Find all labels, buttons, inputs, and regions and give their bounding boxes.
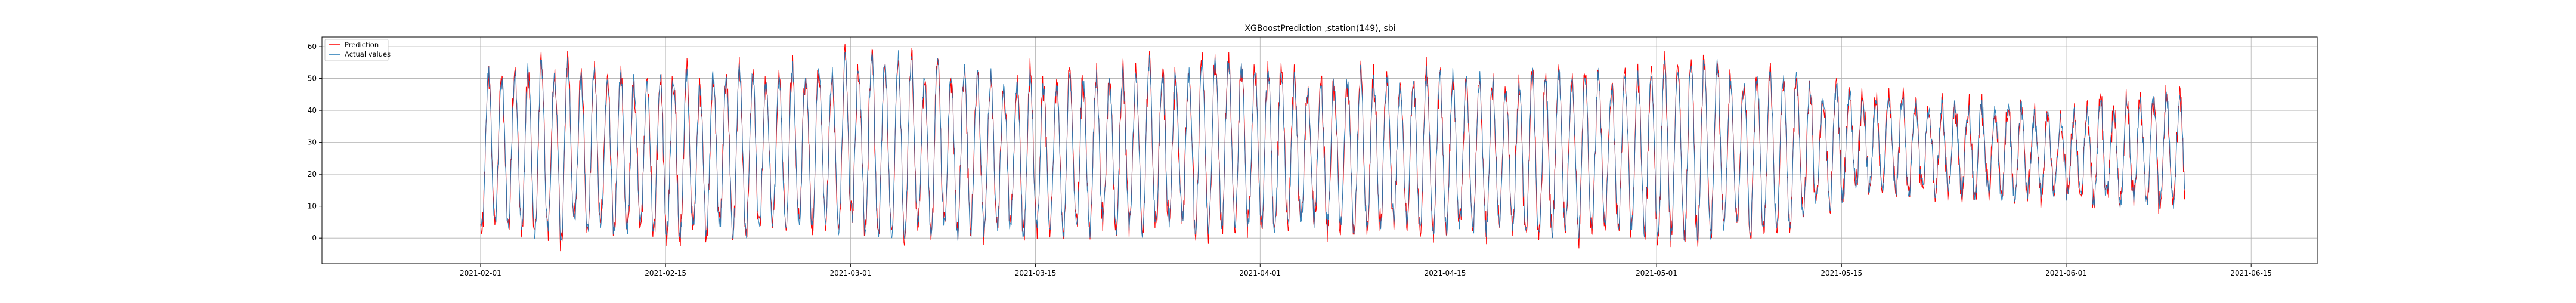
y-tick-label: 60: [308, 42, 317, 51]
y-tick-label: 50: [308, 75, 317, 83]
axes: 2021-02-01 2021-02-15 2021-03-01 2021-03-15…: [308, 42, 2272, 277]
y-tick-label: 30: [308, 138, 317, 147]
legend-label-actual: Actual values: [345, 50, 391, 58]
x-tick-label: 2021-06-01: [2045, 269, 2087, 277]
chart-title: XGBoostPrediction ,station(149), sbi: [1244, 24, 1395, 33]
series-line-actual: [480, 50, 2185, 242]
y-tick-label: 40: [308, 106, 317, 115]
x-tick-label: 2021-02-15: [645, 269, 686, 277]
x-tick-label: 2021-03-15: [1015, 269, 1057, 277]
x-tick-label: 2021-05-01: [1636, 269, 1677, 277]
legend: Prediction Actual values: [324, 39, 391, 61]
x-tick-label: 2021-03-01: [829, 269, 871, 277]
plot-frame: [321, 36, 2318, 264]
x-tick-label: 2021-04-01: [1239, 269, 1281, 277]
series-lines: [480, 44, 2185, 252]
legend-box: [324, 39, 389, 61]
x-tick-label: 2021-06-15: [2230, 269, 2272, 277]
y-tick-label: 0: [312, 234, 317, 242]
legend-label-prediction: Prediction: [345, 41, 379, 49]
x-tick-label: 2021-02-01: [460, 269, 501, 277]
x-tick-label: 2021-05-15: [1820, 269, 1862, 277]
y-tick-label: 10: [308, 202, 317, 211]
y-tick-label: 20: [308, 170, 317, 178]
x-tick-label: 2021-04-15: [1425, 269, 1466, 277]
